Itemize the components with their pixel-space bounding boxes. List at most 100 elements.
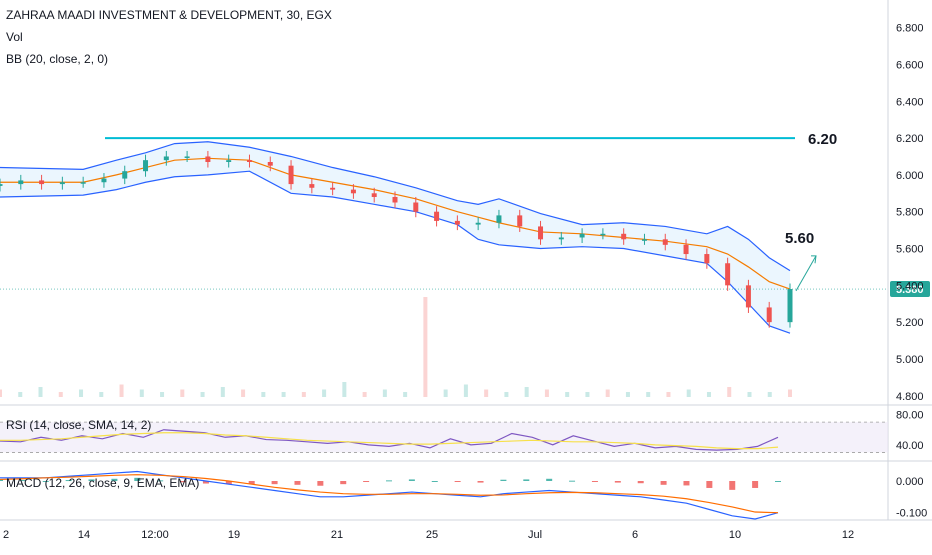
volume-bar <box>261 392 266 397</box>
price-axis-label: 5.200 <box>896 317 924 329</box>
candle-body <box>683 244 689 255</box>
rsi-axis-label: 80.00 <box>896 410 924 422</box>
volume-bar <box>342 382 347 397</box>
candle-body <box>413 202 419 212</box>
candle-body <box>641 239 647 241</box>
volume-bar <box>403 392 408 397</box>
macd-histogram-bar <box>454 481 461 482</box>
time-axis-label: 19 <box>228 529 240 541</box>
time-axis-label: 10 <box>729 529 741 541</box>
volume-bar <box>79 389 84 397</box>
volume-bar <box>504 392 509 397</box>
price-axis-label: 4.800 <box>896 391 924 403</box>
macd-legend[interactable]: MACD (12, 26, close, 9, EMA, EMA) <box>6 476 200 490</box>
axes-layer: 6.800 6.600 6.400 6.200 6.000 5.800 5.600 5.400… <box>3 23 924 541</box>
volume-bar <box>180 389 185 397</box>
volume-bar <box>0 389 2 397</box>
price-axis-label: 6.600 <box>896 59 924 71</box>
macd-histogram-bar <box>660 481 667 485</box>
rsi-band <box>0 422 888 453</box>
rsi-legend[interactable]: RSI (14, close, SMA, 14, 2) <box>6 418 152 432</box>
candle-body <box>662 239 668 245</box>
macd-histogram-bar <box>431 481 438 482</box>
macd-histogram-bar <box>19 480 26 482</box>
macd-histogram-bar <box>157 480 164 482</box>
time-axis-label: 21 <box>331 529 343 541</box>
candle-body <box>246 160 252 162</box>
candle-body <box>371 193 377 197</box>
price-axis-label: 6.400 <box>896 96 924 108</box>
candle-body <box>330 187 336 190</box>
target-label: 5.60 <box>785 230 814 247</box>
candle-body <box>600 233 606 236</box>
bb-legend[interactable]: BB (20, close, 2, 0) <box>6 52 109 66</box>
volume-bar <box>301 392 306 397</box>
volume-bar <box>484 389 489 397</box>
price-axis-label: 5.400 <box>896 280 924 292</box>
volume-bar <box>99 392 104 397</box>
macd-histogram-bar <box>225 481 232 485</box>
candle-body <box>59 182 65 185</box>
price-axis-label: 5.800 <box>896 207 924 219</box>
volume-bar <box>524 387 529 397</box>
time-axis-label: 14 <box>78 529 90 541</box>
candle-body <box>704 254 710 264</box>
volume-legend[interactable]: Vol <box>6 30 23 44</box>
time-axis-label: 12:00 <box>141 529 169 541</box>
candle-body <box>475 222 481 225</box>
rsi-line <box>0 429 779 451</box>
macd-histogram-bar <box>202 481 209 484</box>
volume-bar <box>241 389 246 397</box>
macd-histogram-bar <box>65 480 72 482</box>
candle-body <box>787 289 793 323</box>
macd-histogram-bar <box>500 479 507 481</box>
volume-bar <box>58 392 63 397</box>
candle-body <box>496 215 502 223</box>
candle-body <box>309 184 315 188</box>
time-axis-label: 2 <box>3 529 9 541</box>
macd-histogram-bar <box>477 481 484 483</box>
macd-histogram-bar <box>42 481 49 482</box>
volume-bar <box>139 389 144 397</box>
time-axis-label: Jul <box>528 529 542 541</box>
symbol-title[interactable]: ZAHRAA MAADI INVESTMENT & DEVELOPMENT, 3… <box>6 8 332 22</box>
candle-body <box>725 263 731 286</box>
volume-bar <box>788 389 792 397</box>
volume-bar <box>767 392 772 397</box>
candle-body <box>766 307 772 323</box>
rsi-axis-label: 40.00 <box>896 440 924 452</box>
macd-histogram-bar <box>248 481 255 485</box>
bb-upper-line <box>0 141 791 272</box>
candle-body <box>350 189 356 194</box>
rsi-ma-line <box>0 432 779 450</box>
candle-body <box>745 285 751 308</box>
volume-bar <box>362 392 367 397</box>
macd-histogram-bar <box>706 481 713 488</box>
last-price-text: 5.380 <box>896 284 924 296</box>
macd-histogram-bar <box>683 481 690 486</box>
macd-histogram-bar <box>317 481 324 486</box>
price-axis-label: 5.600 <box>896 244 924 256</box>
candle-body <box>267 162 273 166</box>
candle-body <box>517 215 523 227</box>
candle-body <box>80 182 86 184</box>
candle-body <box>454 220 460 225</box>
candle-body <box>579 233 585 238</box>
volume-bar <box>200 392 205 397</box>
macd-histogram-bar <box>134 477 141 481</box>
volume-bar <box>625 392 630 397</box>
macd-axis-label: -0.100 <box>896 508 927 520</box>
target-arrow <box>795 255 817 292</box>
volume-bar <box>747 392 752 397</box>
volume-bar <box>565 392 570 397</box>
candle-body <box>226 160 232 162</box>
macd-histogram-bar <box>546 478 553 481</box>
macd-histogram-bar <box>523 479 530 481</box>
macd-histogram-bar <box>271 481 278 485</box>
volume-bar <box>160 392 165 397</box>
volume-bar <box>18 392 23 397</box>
macd-histogram-bar <box>569 480 576 482</box>
volume-bar <box>322 389 327 397</box>
